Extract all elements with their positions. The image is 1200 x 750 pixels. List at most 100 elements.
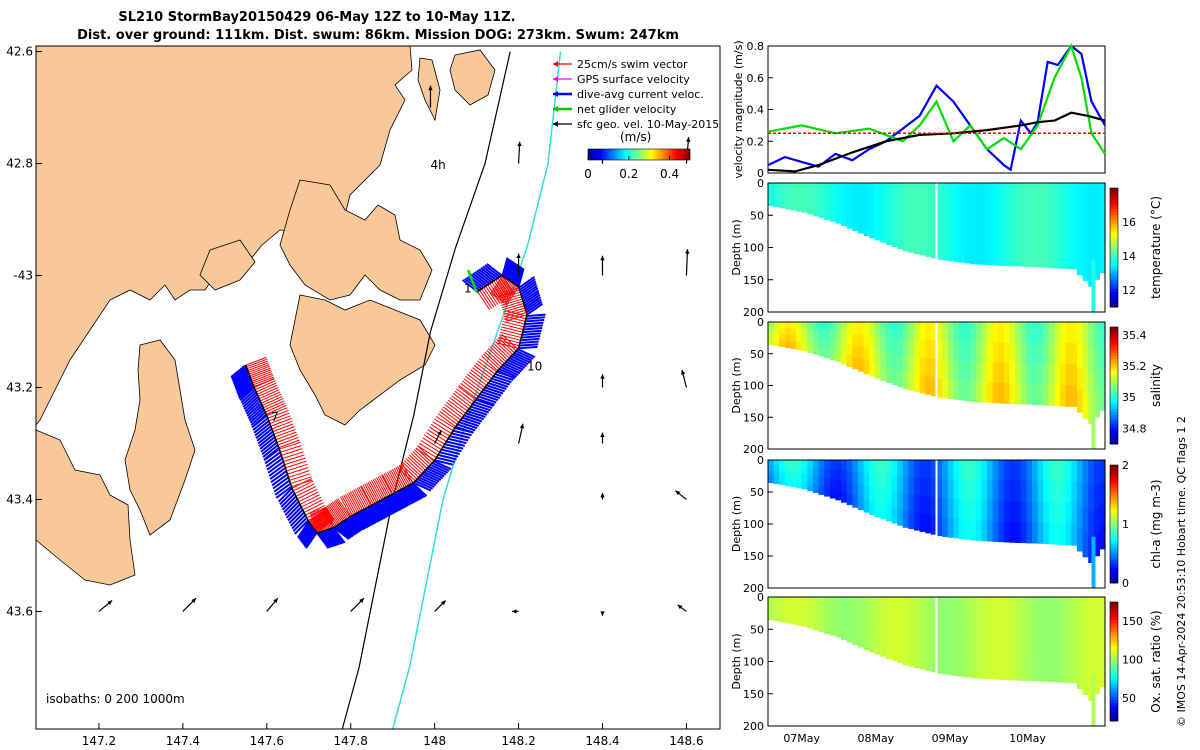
section-cell bbox=[1065, 502, 1072, 525]
section-cell bbox=[796, 190, 803, 198]
section-cell bbox=[1076, 460, 1084, 484]
section-cell bbox=[835, 489, 842, 501]
current-vector bbox=[468, 407, 488, 416]
swim-vector bbox=[489, 283, 503, 303]
current-vector bbox=[279, 490, 295, 506]
velocity-y-tick-label: 0.6 bbox=[747, 72, 765, 85]
section-cell bbox=[818, 605, 825, 615]
colorbar-cell bbox=[1110, 541, 1118, 546]
velocity-y-tick-label: 0 bbox=[757, 167, 764, 180]
current-vector bbox=[269, 467, 287, 480]
section-cell bbox=[784, 479, 792, 487]
section-cell bbox=[869, 610, 876, 625]
swim-vector bbox=[437, 413, 456, 428]
section-cell bbox=[1076, 389, 1084, 413]
section-cell bbox=[863, 183, 870, 197]
current-vector bbox=[268, 463, 286, 477]
section-cell bbox=[981, 322, 988, 343]
section-cell bbox=[1088, 597, 1095, 624]
current-vector bbox=[345, 518, 362, 532]
section-cell bbox=[942, 221, 949, 242]
colorbar-cell bbox=[1110, 411, 1118, 416]
section-y-tick-label: 150 bbox=[743, 688, 764, 701]
current-vector bbox=[428, 465, 447, 476]
section-cell bbox=[886, 198, 893, 215]
current-vector bbox=[237, 384, 254, 398]
section-cell bbox=[998, 224, 1005, 246]
swim-vector bbox=[349, 491, 362, 512]
section-cell bbox=[1020, 383, 1027, 405]
current-vector bbox=[333, 526, 350, 540]
section-cell bbox=[807, 322, 814, 331]
swim-vector bbox=[360, 485, 372, 506]
swim-vector bbox=[252, 374, 274, 384]
section-cell bbox=[959, 380, 966, 401]
current-vector bbox=[509, 262, 517, 282]
section-cell bbox=[942, 378, 949, 399]
section-cell bbox=[914, 200, 921, 219]
current-vector bbox=[522, 289, 540, 303]
section-cell bbox=[919, 183, 926, 202]
swim-vector bbox=[412, 451, 430, 467]
section-cell bbox=[1009, 203, 1016, 225]
swim-vector bbox=[246, 358, 268, 368]
section-cell bbox=[886, 337, 893, 353]
section-cell bbox=[784, 597, 792, 605]
section-cell bbox=[987, 322, 994, 343]
colorbar-cell bbox=[1110, 385, 1118, 389]
colorbar-cell bbox=[1110, 473, 1118, 478]
section-cell bbox=[919, 615, 926, 634]
swim-vector bbox=[487, 284, 501, 304]
section-cell bbox=[779, 322, 786, 329]
section-y-tick-label: 200 bbox=[743, 720, 764, 733]
section-cell bbox=[936, 478, 943, 499]
swim-vector bbox=[323, 507, 338, 526]
section-cell bbox=[914, 339, 921, 358]
section-cell bbox=[1032, 322, 1039, 344]
section-cell bbox=[1026, 460, 1033, 482]
swim-vector bbox=[322, 508, 336, 527]
swim-vector bbox=[295, 486, 316, 497]
section-cell bbox=[942, 654, 949, 675]
section-cell bbox=[947, 341, 954, 361]
section-cell bbox=[857, 207, 865, 221]
swim-vector bbox=[491, 281, 505, 301]
geo-vector-head bbox=[428, 85, 433, 91]
current-vector bbox=[418, 476, 437, 487]
current-vector bbox=[235, 378, 252, 393]
section-cell bbox=[987, 520, 994, 542]
section-cell bbox=[891, 198, 898, 216]
x-tick-label: 147.4 bbox=[166, 734, 200, 748]
swim-vector bbox=[290, 476, 312, 485]
current-vector bbox=[510, 355, 529, 366]
section-cell bbox=[857, 472, 865, 486]
swim-vector bbox=[500, 329, 523, 336]
section-cell bbox=[992, 597, 999, 619]
section-cell bbox=[953, 202, 960, 223]
current-vector bbox=[337, 523, 354, 538]
colorbar-cell bbox=[1110, 500, 1118, 504]
current-vector bbox=[351, 514, 367, 530]
current-vector bbox=[413, 481, 432, 492]
section-cell bbox=[812, 597, 820, 606]
section-cell bbox=[886, 352, 893, 368]
section-cell bbox=[970, 520, 977, 541]
section-cell bbox=[818, 183, 825, 193]
swim-vector bbox=[442, 406, 461, 421]
swim-vector bbox=[495, 279, 509, 299]
colorbar-cell bbox=[1110, 329, 1118, 334]
section-cell bbox=[891, 460, 898, 477]
section-cell bbox=[846, 194, 853, 206]
section-cell bbox=[914, 374, 921, 393]
section-cell bbox=[807, 475, 814, 484]
section-cell bbox=[908, 477, 915, 495]
current-vector bbox=[392, 493, 408, 508]
section-cell bbox=[846, 619, 853, 632]
colorbar-cell bbox=[1110, 347, 1118, 351]
geo-vector-head bbox=[677, 604, 683, 610]
current-vector bbox=[230, 364, 247, 378]
section-cell bbox=[902, 199, 909, 218]
section-cell bbox=[1099, 504, 1106, 528]
section-cell bbox=[1060, 639, 1067, 662]
